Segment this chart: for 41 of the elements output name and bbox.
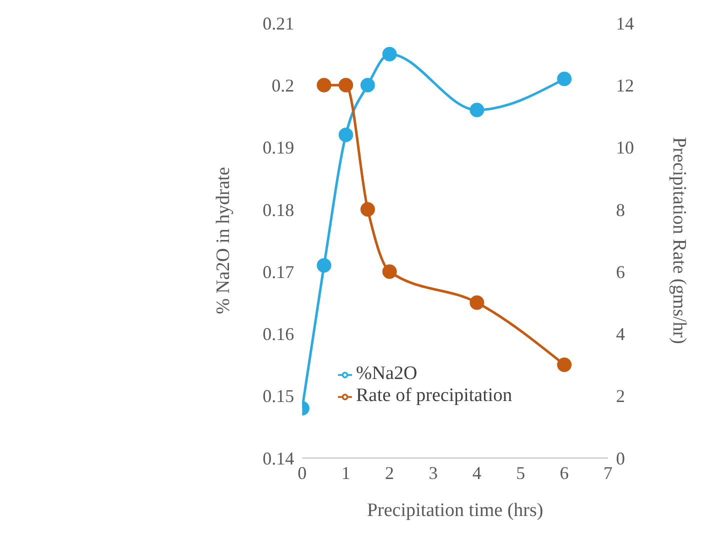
x-tick-label: 2 [385,462,394,483]
x-axis-title: Precipitation time (hrs) [366,500,544,521]
y2-tick-label: 0 [616,448,625,468]
point [316,78,332,92]
y-tick-label: 0.2 [272,76,294,96]
y-tick-label: 0.15 [262,386,294,406]
point [557,358,572,372]
point [382,264,397,279]
y-tick-label: 0.19 [262,138,294,158]
x-tick-label: 3 [428,462,438,483]
y2-tick-label: 14 [616,13,634,34]
y2-axis-title: Precipitation Rate (gms/hr) [668,137,690,344]
y2-tick-label: 10 [616,138,634,158]
y2-tick-label: 6 [616,262,625,282]
point [360,202,375,217]
y-tick-label: 0.14 [262,448,294,468]
x-tick-label: 1 [341,462,350,483]
y2-tick-label: 12 [616,76,634,96]
point [360,78,375,92]
point [338,128,354,142]
y-tick-label: 0.18 [262,200,294,220]
x-tick-label: 5 [516,462,526,483]
y-tick-label: 0.17 [262,262,294,282]
y2-tick-label: 2 [616,386,625,406]
x-tick-label: 6 [560,462,569,483]
x-tick-label: 4 [472,462,482,483]
x-tick-label: 0 [298,462,307,483]
point [470,102,484,118]
y-axis-title: % Na2O in hydrate [212,166,234,314]
point [316,258,332,273]
legend-label: %Na2O [356,363,418,384]
y2-tick-label: 8 [616,200,625,220]
y-tick-label: 0.21 [262,13,294,34]
x-tick-label: 7 [604,462,612,483]
legend-label: Rate of precipitation [356,385,512,406]
y-tick-label: 0.16 [262,324,294,344]
point [382,46,397,62]
point [557,72,572,86]
y2-tick-label: 4 [616,324,625,344]
point [470,295,484,310]
point [338,78,354,92]
